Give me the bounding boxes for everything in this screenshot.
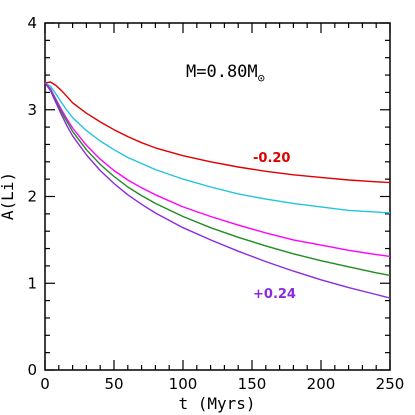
x-tick-label: 100 (169, 375, 198, 393)
series-line-5 (44, 82, 391, 299)
x-tick-label: 250 (376, 375, 405, 393)
x-tick-label: 50 (104, 375, 123, 393)
x-axis-title: t (Myrs) (178, 394, 255, 413)
y-tick-label: 3 (27, 101, 37, 119)
series-line-1 (44, 81, 391, 184)
series-lines (44, 81, 391, 299)
y-tick-label: 2 (27, 188, 37, 206)
y-tick-label: 0 (27, 361, 37, 379)
series-label-top: -0.20 (253, 151, 290, 166)
x-tick-label: 0 (40, 375, 50, 393)
series-line-2 (44, 82, 391, 214)
mass-annotation-text: M=0.80M (186, 62, 258, 82)
mass-annotation: M=0.80M⊙ (186, 62, 265, 85)
axis-tick-labels: 0 50 100 150 200 250 0 1 2 3 4 (27, 14, 404, 393)
axis-ticks (44, 22, 391, 371)
x-tick-label: 150 (238, 375, 267, 393)
y-axis-title: A(Li) (0, 172, 17, 220)
series-label-bottom: +0.24 (253, 287, 296, 302)
series-line-3 (44, 82, 391, 258)
x-tick-label: 200 (307, 375, 336, 393)
y-tick-label: 1 (27, 274, 37, 292)
y-tick-label: 4 (27, 14, 37, 32)
sun-symbol: ⊙ (258, 71, 265, 85)
series-line-4 (44, 82, 391, 277)
